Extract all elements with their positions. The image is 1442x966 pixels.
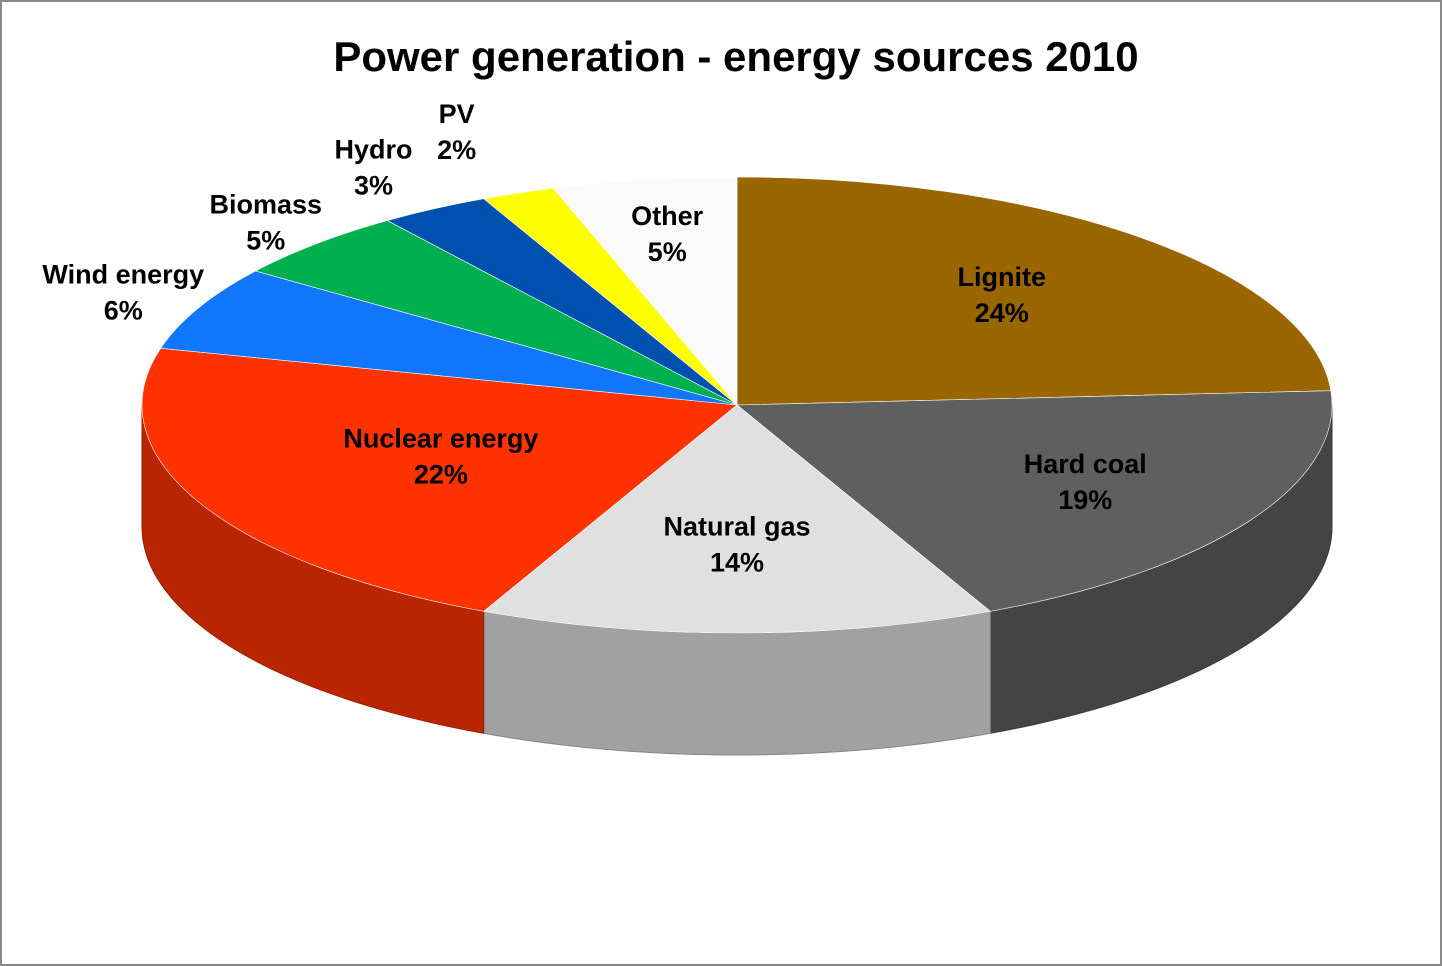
chart-title: Power generation - energy sources 2010	[333, 33, 1138, 80]
slice	[141, 347, 738, 612]
slice-label-name: Hydro	[335, 135, 413, 165]
slice	[254, 220, 738, 406]
slice-label-value: 19%	[1058, 485, 1112, 515]
slice-label-name: Biomass	[210, 190, 323, 220]
slice-label-value: 6%	[104, 295, 143, 325]
slice-label-name: Hard coal	[1024, 449, 1147, 479]
slice-label-value: 22%	[414, 460, 468, 490]
slice-label-value: 3%	[354, 171, 393, 201]
slice	[736, 390, 1333, 612]
slice-label-name: PV	[439, 99, 475, 129]
slice-label-value: 5%	[246, 226, 285, 256]
slice-label-value: 5%	[648, 237, 687, 267]
slice	[552, 176, 738, 406]
slice	[736, 176, 1332, 406]
slice-label-value: 2%	[437, 135, 476, 165]
slice-label-name: Other	[631, 201, 704, 231]
slice-label-value: 14%	[710, 547, 764, 577]
slice-label-name: Natural gas	[663, 511, 810, 541]
slice	[482, 404, 992, 634]
slice-label-name: Nuclear energy	[343, 424, 538, 454]
slice	[160, 270, 738, 406]
slice-label-name: Lignite	[957, 262, 1046, 292]
slice-label-value: 24%	[975, 298, 1029, 328]
slice-label-name: Wind energy	[42, 259, 204, 289]
